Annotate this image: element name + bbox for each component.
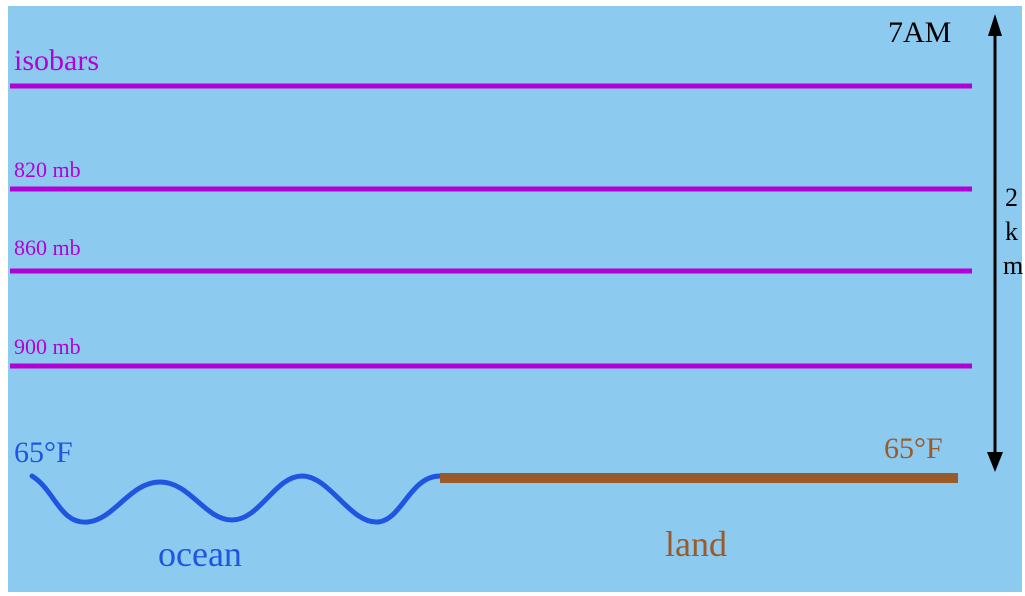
height-arrow-down-head [987, 452, 1003, 472]
isobar-label-820: 820 mb [14, 157, 81, 182]
isobar-label-860: 860 mb [14, 235, 81, 260]
time-label: 7AM [888, 16, 951, 49]
height-label-k: k [1005, 217, 1018, 246]
height-label-digit: 2 [1005, 183, 1018, 212]
ocean-temperature: 65°F [14, 436, 73, 469]
isobars-title: isobars [14, 44, 99, 77]
ocean-wave [29, 473, 443, 525]
land-label: land [665, 524, 727, 564]
sky-background [8, 6, 1022, 592]
ocean-label: ocean [158, 534, 242, 574]
land-temperature: 65°F [884, 432, 943, 465]
height-label-m: m [1003, 251, 1023, 280]
isobar-label-900: 900 mb [14, 334, 81, 359]
height-arrow-up-head [988, 14, 1002, 36]
